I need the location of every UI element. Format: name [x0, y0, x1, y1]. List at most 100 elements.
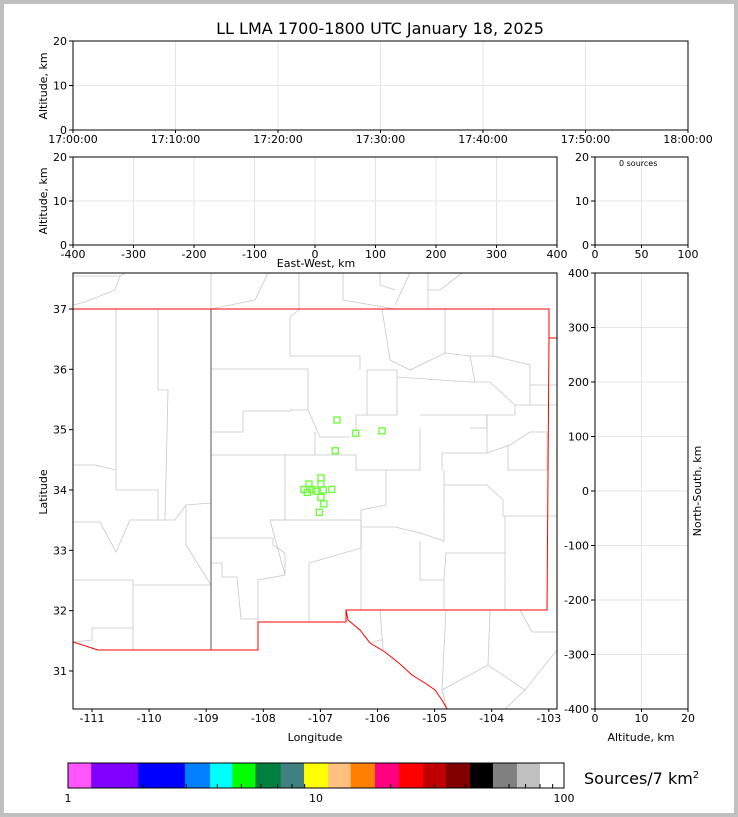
ns-panel-tick-label-y: 300	[568, 322, 589, 335]
lightning-source-marker	[317, 493, 325, 501]
colorbar-segment	[280, 763, 305, 788]
colorbar-segment	[470, 763, 494, 788]
ew-panel-tick-label-y: 10	[53, 195, 67, 208]
county-boundary	[379, 609, 384, 651]
chart-title: LL LMA 1700-1800 UTC January 18, 2025	[216, 19, 544, 38]
county-boundary	[73, 464, 117, 471]
lightning-source-marker	[333, 416, 341, 424]
hist-panel-tick-label-x: 0	[592, 248, 599, 261]
colorbar-segment	[210, 763, 233, 788]
county-boundary	[394, 273, 411, 306]
county-boundary	[492, 309, 531, 405]
county-boundary	[289, 317, 361, 370]
colorbar-label: Sources/7 km2	[584, 769, 699, 788]
county-boundary	[73, 502, 212, 553]
time-panel-tick-label-y: 20	[53, 35, 67, 48]
map-tick-label-x: -109	[194, 712, 219, 725]
map-ylabel: Latitude	[37, 469, 50, 515]
colorbar-frame	[67, 762, 565, 789]
county-boundary	[211, 454, 286, 622]
colorbar-segment	[539, 763, 565, 788]
ew-panel-tick-label-y: 20	[53, 151, 67, 164]
map-tick-label-x: -103	[536, 712, 561, 725]
colorbar-segment	[138, 763, 186, 788]
time-panel-tick-label-x: 18:00:00	[663, 133, 712, 146]
colorbar-segment	[398, 763, 424, 788]
colorbar-segment	[422, 763, 447, 788]
ns-panel-tick-label-x: 0	[592, 712, 599, 725]
hist-panel-tick-label-x: 50	[635, 248, 649, 261]
ns-panel-tick-label-y: 0	[582, 485, 589, 498]
rio-grande-border	[345, 609, 448, 709]
county-boundary	[115, 309, 159, 520]
county-boundary	[379, 273, 396, 291]
time-ylabel: Altitude, km	[37, 52, 50, 119]
map-tick-label-y: 35	[53, 424, 67, 437]
ns-panel-tick-label-y: 100	[568, 431, 589, 444]
county-boundary	[369, 639, 383, 644]
map-xlabel: Longitude	[288, 731, 343, 744]
map-tick-label-x: -105	[422, 712, 447, 725]
ew-panel-tick-label-x: -400	[61, 248, 86, 261]
ew-xlabel: East-West, km	[277, 257, 355, 270]
county-boundary	[73, 275, 121, 306]
hist-panel-tick-label-x: 100	[678, 248, 699, 261]
ew-panel-tick-label-x: 300	[486, 248, 507, 261]
ew-panel-tick-label-x: -200	[182, 248, 207, 261]
ew-panel-tick-label-x: -300	[121, 248, 146, 261]
ns-panel-tick-label-y: -400	[564, 703, 589, 716]
lightning-source-marker	[315, 508, 323, 516]
county-boundary	[396, 376, 516, 429]
time-panel-tick-label-y: 10	[53, 80, 67, 93]
ew-panel-tick-label-y: 0	[60, 239, 67, 252]
county-boundary	[211, 537, 286, 575]
hist-panel-tick-label-y: 0	[582, 239, 589, 252]
map-tick-label-y: 36	[53, 363, 67, 376]
county-boundary	[381, 308, 476, 383]
map-tick-label-y: 37	[53, 303, 67, 316]
ew-panel-frame	[72, 156, 558, 246]
colorbar-segment	[68, 763, 92, 788]
county-boundary	[210, 273, 269, 310]
ns-panel-tick-label-x: 20	[681, 712, 695, 725]
lightning-source-marker	[320, 500, 328, 508]
state-border-north	[73, 308, 557, 339]
county-boundary	[360, 470, 445, 542]
map-tick-label-y: 32	[53, 605, 67, 618]
hist-panel-frame	[594, 156, 689, 246]
ns-panel-tick-label-y: -200	[564, 594, 589, 607]
ew-panel-tick-label-x: 0	[312, 248, 319, 261]
time-panel-tick-label-x: 17:20:00	[253, 133, 302, 146]
ns-ylabel: North-South, km	[691, 446, 704, 537]
time-panel-frame	[72, 40, 689, 131]
county-boundary	[185, 505, 212, 586]
county-boundary	[420, 414, 488, 470]
hist-panel-tick-label-y: 20	[575, 151, 589, 164]
map-tick-label-x: -108	[251, 712, 276, 725]
lightning-source-marker	[352, 429, 360, 437]
colorbar-segment	[304, 763, 329, 788]
lightning-source-marker	[328, 485, 336, 494]
time-panel-tick-label-x: 17:30:00	[356, 133, 405, 146]
ew-panel-tick-label-x: -100	[242, 248, 267, 261]
colorbar-segment	[445, 763, 471, 788]
county-boundary	[355, 369, 398, 437]
ew-panel-tick-label-x: 400	[547, 248, 568, 261]
ew-panel-tick-label-x: 200	[426, 248, 447, 261]
map-layer	[73, 273, 557, 709]
time-panel-tick-label-y: 0	[60, 124, 67, 137]
county-boundary	[487, 664, 526, 709]
county-boundary	[211, 411, 244, 433]
county-boundary	[444, 484, 557, 517]
map-tick-label-x: -111	[80, 712, 105, 725]
colorbar-tick-label: 100	[554, 792, 575, 805]
lightning-source-marker	[317, 474, 325, 482]
county-boundary	[285, 428, 421, 471]
map-tick-label-x: -104	[479, 712, 504, 725]
lightning-source-marker	[331, 447, 339, 455]
colorbar-segment	[255, 763, 282, 788]
ns-panel-tick-label-x: 10	[635, 712, 649, 725]
lightning-source-marker	[317, 480, 325, 488]
lightning-source-marker	[378, 427, 386, 435]
